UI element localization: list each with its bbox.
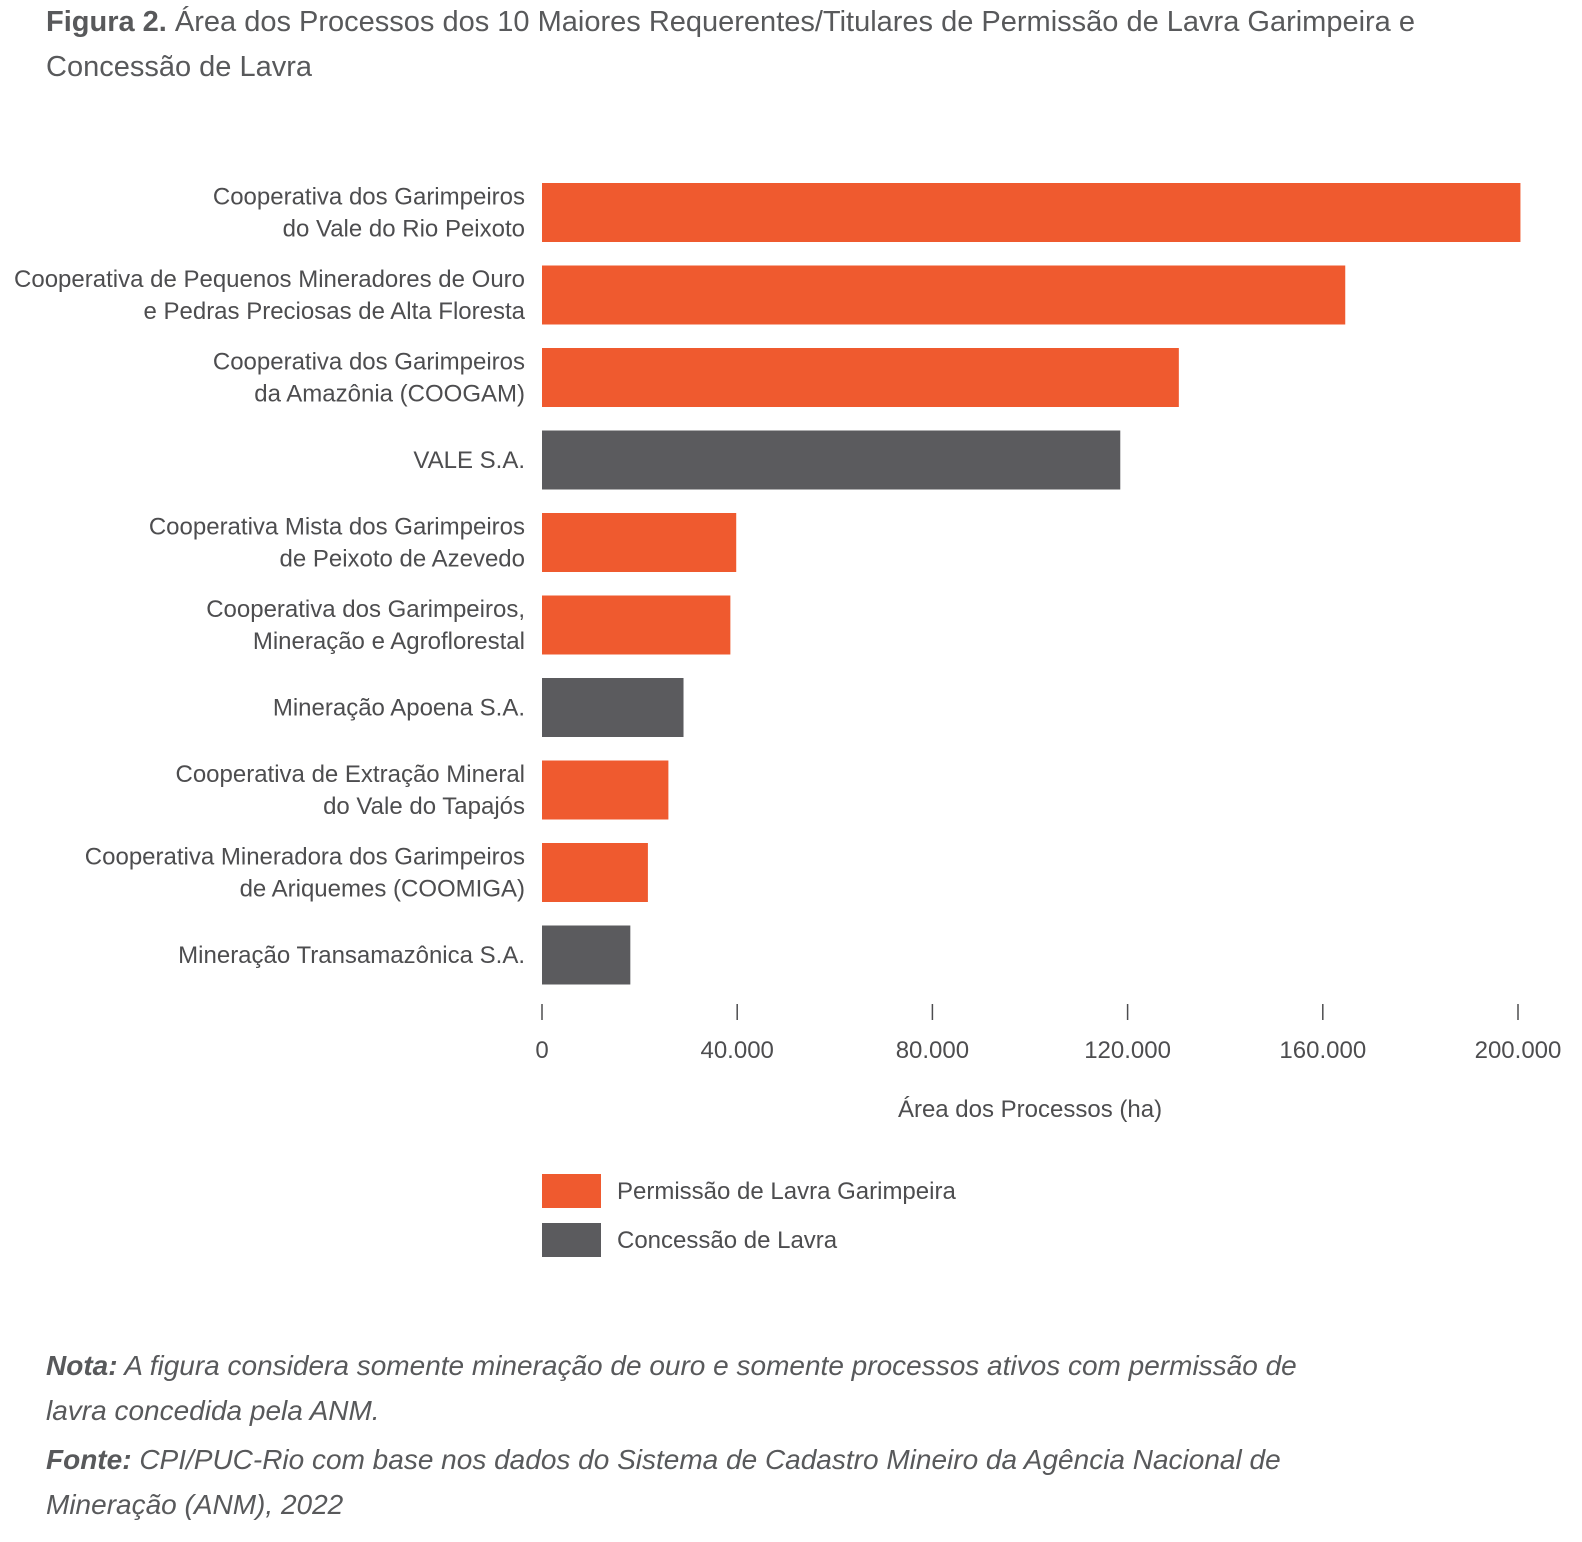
nota-paragraph: Nota: A figura considera somente mineraç… bbox=[46, 1343, 1346, 1433]
nota-label: Nota: bbox=[46, 1350, 118, 1381]
bar bbox=[542, 843, 648, 902]
category-label: Cooperativa de Extração Mineral do Vale d… bbox=[175, 761, 525, 820]
legend-swatch bbox=[542, 1174, 601, 1208]
bar-chart: Cooperativa dos Garimpeiros do Vale do Ri… bbox=[14, 183, 1562, 1257]
figure-notes: Nota: A figura considera somente mineraç… bbox=[46, 1343, 1346, 1531]
figure-number: Figura 2. bbox=[46, 6, 167, 38]
bar bbox=[542, 513, 737, 572]
category-label: VALE S.A. bbox=[413, 447, 525, 474]
legend-label: Concessão de Lavra bbox=[617, 1227, 838, 1254]
category-label: Cooperativa Mineradora dos Garimpeiros de… bbox=[85, 844, 525, 903]
figure-title: Figura 2. Área dos Processos dos 10 Maio… bbox=[46, 0, 1526, 90]
x-tick-label: 80.000 bbox=[896, 1037, 969, 1064]
fonte-text: CPI/PUC-Rio com base nos dados do Sistem… bbox=[46, 1444, 1281, 1520]
bar bbox=[542, 183, 1521, 242]
category-label: Cooperativa dos Garimpeiros da Amazônia (… bbox=[213, 349, 525, 408]
bar bbox=[542, 430, 1121, 490]
bar bbox=[542, 760, 669, 820]
legend-label: Permissão de Lavra Garimpeira bbox=[617, 1178, 956, 1205]
legend-swatch bbox=[542, 1223, 601, 1257]
bar bbox=[542, 595, 731, 655]
bar bbox=[542, 348, 1179, 407]
x-axis-title: Área dos Processos (ha) bbox=[898, 1096, 1162, 1123]
x-tick-label: 0 bbox=[535, 1037, 548, 1064]
fonte-label: Fonte: bbox=[46, 1444, 132, 1475]
bar bbox=[542, 678, 684, 737]
nota-text: A figura considera somente mineração de … bbox=[46, 1350, 1297, 1426]
bar bbox=[542, 925, 631, 985]
x-tick-label: 40.000 bbox=[700, 1037, 773, 1064]
bar bbox=[542, 265, 1346, 325]
category-label: Cooperativa dos Garimpeiros do Vale do Ri… bbox=[213, 184, 525, 243]
figure-title-text: Área dos Processos dos 10 Maiores Requer… bbox=[46, 6, 1415, 83]
category-label: Mineração Transamazônica S.A. bbox=[178, 942, 525, 969]
x-tick-label: 160.000 bbox=[1279, 1037, 1366, 1064]
category-label: Mineração Apoena S.A. bbox=[273, 695, 525, 722]
category-label: Cooperativa dos Garimpeiros, Mineração e … bbox=[206, 596, 525, 655]
fonte-paragraph: Fonte: CPI/PUC-Rio com base nos dados do… bbox=[46, 1437, 1346, 1527]
x-tick-label: 120.000 bbox=[1084, 1037, 1171, 1064]
category-label: Cooperativa de Pequenos Mineradores de O… bbox=[14, 266, 526, 325]
category-label: Cooperativa Mista dos Garimpeiros de Peix… bbox=[149, 514, 525, 573]
x-tick-label: 200.000 bbox=[1475, 1037, 1562, 1064]
